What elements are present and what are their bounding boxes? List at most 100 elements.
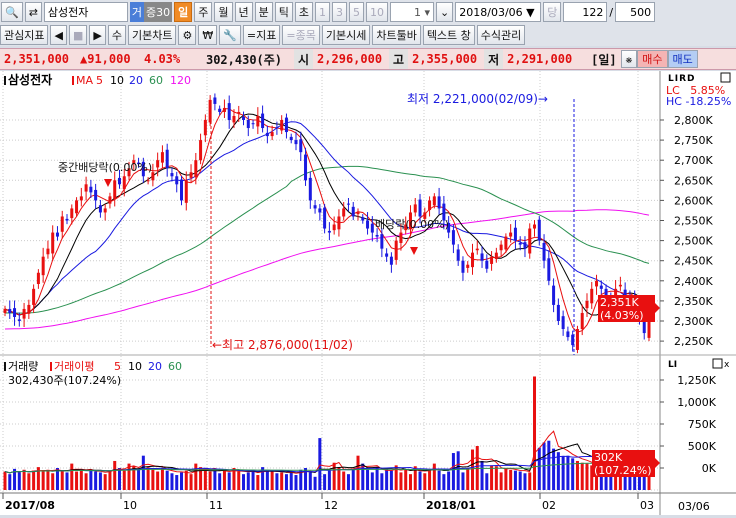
formula-manager-button[interactable]: 수식관리 [476,25,526,45]
refresh-icon[interactable]: ⇄ [24,2,42,22]
last-price-tag [598,295,655,322]
candle-body [642,318,646,334]
vma-60[interactable]: 60 [168,360,182,373]
candle-body [361,217,365,221]
volume-current: 302,430주(107.24%) [8,374,121,387]
volume-bar [222,469,226,490]
volume-bar [480,460,484,490]
volume-bar [385,468,389,490]
price-tick-label: 2,450K [674,255,713,268]
ma-5[interactable]: 5 [96,74,103,87]
candle-body [242,116,246,120]
vma-20[interactable]: 20 [148,360,162,373]
chevron-down-icon[interactable]: ⌄ [436,2,454,22]
minute-3[interactable]: 3 [332,2,348,22]
chart-toolbar-button[interactable]: 차트툴바 [372,25,421,45]
settings-icon[interactable]: ⚙ [178,25,197,45]
price-tick-label: 2,500K [674,235,713,248]
maximize-icon[interactable] [720,72,731,83]
ma-10-line [4,113,650,316]
volume-bar [141,455,145,490]
period-day[interactable]: 일 [174,2,193,22]
minute-10[interactable]: 10 [366,2,389,22]
candle-body [394,240,398,260]
vma-5[interactable]: 5 [114,360,121,373]
basic-chart-button[interactable]: 기본차트 [127,25,177,45]
count-input[interactable]: 122 [563,2,608,22]
volume-bar [451,453,455,490]
ma-20[interactable]: 20 [129,74,143,87]
volume-bar [117,468,121,490]
stop-button[interactable]: ■ [68,25,88,45]
period-second[interactable]: 초 [294,2,314,22]
candle-body [323,207,327,229]
total-input[interactable]: 500 [615,2,656,22]
period-week[interactable]: 주 [194,2,213,22]
volume-maximize-icon[interactable] [712,358,723,369]
interest-indicator-button[interactable]: 관심지표 [0,25,49,45]
count-button[interactable]: 수 [107,25,126,45]
candle-body [284,117,288,133]
ma-120[interactable]: 120 [170,74,191,87]
search-icon[interactable]: 🔍 [1,2,23,22]
next-button[interactable]: ▶ [89,25,106,45]
ma-60[interactable]: 60 [149,74,163,87]
candle-body [337,216,341,230]
ma-10[interactable]: 10 [110,74,124,87]
vma-10[interactable]: 10 [128,360,142,373]
volume-close-icon[interactable]: x [724,360,730,370]
stock-chart-svg[interactable]: 삼성전자 MA 5 10 20 60 120 LIRD LC 5.85% HC … [0,71,736,515]
text-window-button[interactable]: 텍스트 창 [422,25,475,45]
candle-body [160,152,164,163]
indicator-button[interactable]: =지표 [242,25,281,45]
date-picker[interactable]: 2018/03/06 ▼ [455,2,542,22]
dang-button[interactable]: 당 [543,2,562,22]
volume-bar [370,472,374,490]
candle-body [399,232,403,244]
volume-bar [423,473,427,490]
buy-button[interactable]: 매수 [637,50,668,68]
period-month[interactable]: 월 [214,2,233,22]
volume-bar [428,468,432,490]
period-tick[interactable]: 틱 [274,2,293,22]
sell-button[interactable]: 매도 [667,50,698,68]
candle-body [428,200,432,211]
lird-buttons[interactable]: LIRD [668,74,695,84]
interval-select[interactable]: 1 ▾ [390,2,435,22]
last-price-pointer [655,303,660,313]
won-icon[interactable]: ₩ [198,25,218,45]
candle-body [17,319,21,321]
volume-li-buttons[interactable]: LI [668,360,677,370]
basic-quote-button[interactable]: 기본시세 [321,25,371,45]
volume-bar [542,442,546,490]
volume-bar [399,472,403,490]
volume-bar [633,471,637,490]
stock-name-input[interactable]: 삼성전자 [43,2,128,22]
volume-bar [356,455,360,490]
stock-compare-button[interactable]: =종목 [282,25,320,45]
candle-body [79,196,83,201]
period-year[interactable]: 년 [234,2,253,22]
candle-body [566,331,570,338]
volume-bar [208,471,212,490]
minute-1[interactable]: 1 [315,2,331,22]
volume-bar [132,466,136,490]
settings-gear-icon[interactable]: ❋ [620,50,638,68]
volume-bar [595,470,599,490]
prev-button[interactable]: ◀ [50,25,67,45]
volume-bar [17,472,21,490]
period-minute[interactable]: 분 [254,2,273,22]
lc-value: LC 5.85% [666,84,725,97]
wrench-icon[interactable]: 🔧 [219,25,241,45]
candle-body [218,108,222,112]
chart-area[interactable]: 삼성전자 MA 5 10 20 60 120 LIRD LC 5.85% HC … [0,71,736,515]
candle-body [146,180,150,182]
minute-5[interactable]: 5 [349,2,365,22]
candle-body [366,220,370,229]
last-price-tag-value: 2,351K [600,296,639,309]
last-price-tag-pct: (4.03%) [600,309,644,322]
candle-body [203,120,207,136]
date-tick-label: 10 [123,499,137,512]
hc-value: HC -18.25% [666,95,731,108]
volume-bar [599,468,603,490]
